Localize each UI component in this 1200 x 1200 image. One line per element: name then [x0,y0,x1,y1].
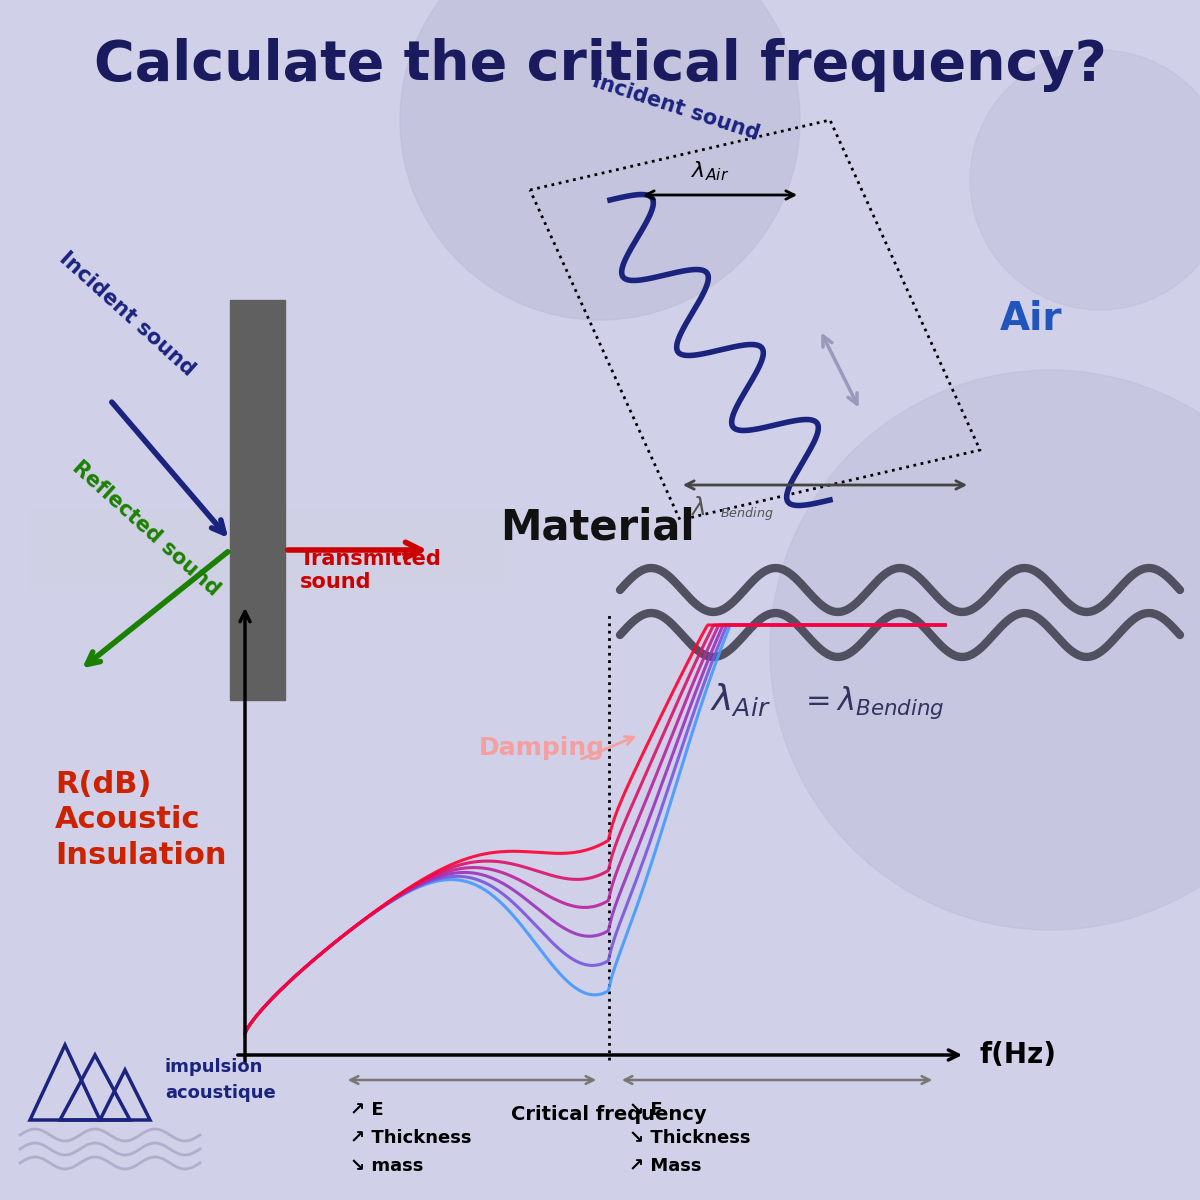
Text: Reflected sound: Reflected sound [68,457,223,600]
Bar [30,510,510,590]
Text: Critical frequency: Critical frequency [511,1105,707,1124]
Text: $\lambda$: $\lambda$ [690,496,706,520]
Text: ↗ E: ↗ E [350,1102,384,1118]
Circle shape [970,50,1200,310]
Text: ↗ Thickness: ↗ Thickness [350,1129,472,1147]
Text: $= \lambda_{Bending}$: $= \lambda_{Bending}$ [800,684,944,721]
Text: ↘ E: ↘ E [629,1102,662,1118]
Bar [230,300,286,700]
Circle shape [770,370,1200,930]
Text: Damping: Damping [479,736,605,760]
Text: ↘ Thickness: ↘ Thickness [629,1129,750,1147]
Text: impulsion
acoustique: impulsion acoustique [166,1058,276,1102]
Text: Transmitted
sound: Transmitted sound [300,548,442,592]
Text: Incident sound: Incident sound [55,248,198,380]
Text: R(dB)
Acoustic
Insulation: R(dB) Acoustic Insulation [55,769,227,870]
Text: Incident sound: Incident sound [590,71,762,144]
Text: ↘ mass: ↘ mass [350,1157,424,1175]
Circle shape [400,0,800,320]
Text: Calculate the critical frequency?: Calculate the critical frequency? [94,38,1106,92]
Text: ↗ Mass: ↗ Mass [629,1157,702,1175]
Text: f(Hz): f(Hz) [980,1040,1057,1069]
Text: $\lambda_{Air}$: $\lambda_{Air}$ [710,680,770,718]
Text: $_{Bending}$: $_{Bending}$ [720,505,774,523]
Text: $\lambda_{Air}$: $\lambda_{Air}$ [691,158,730,182]
Text: Material: Material [500,506,695,550]
Text: Air: Air [1000,300,1062,338]
